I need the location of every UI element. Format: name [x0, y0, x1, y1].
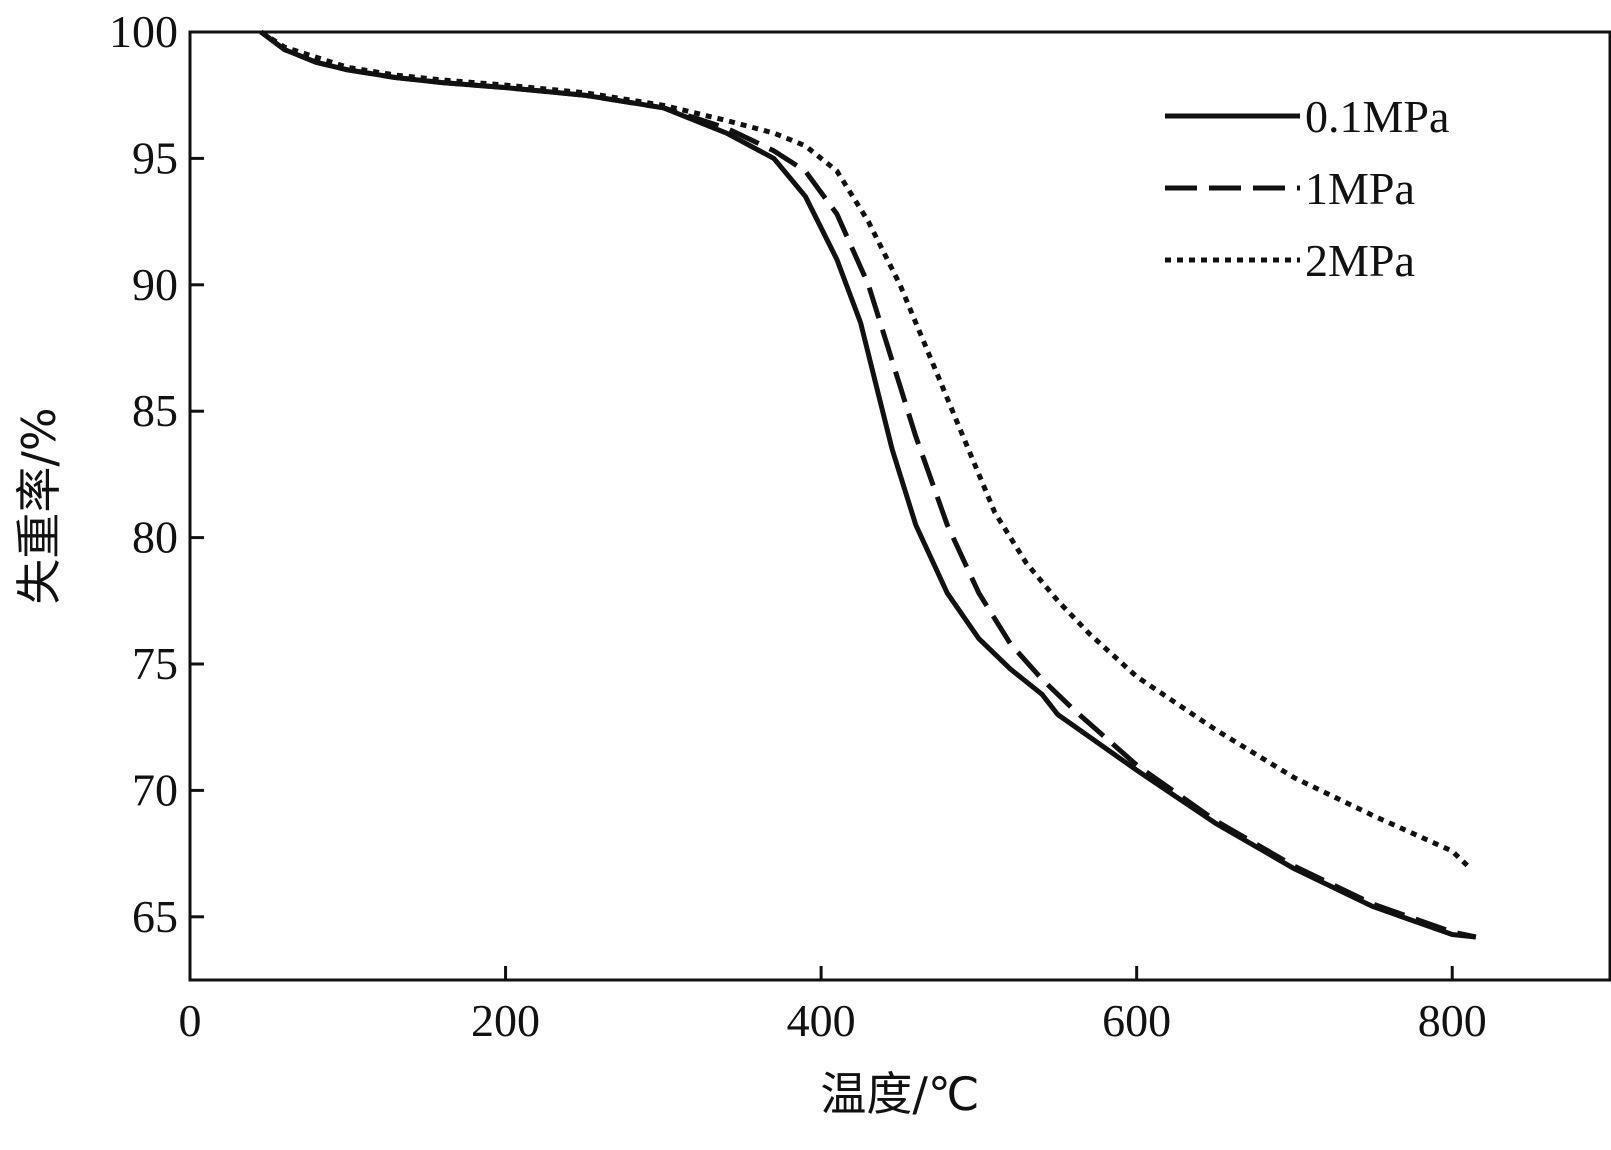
x-tick-label-600: 600 [1102, 995, 1171, 1046]
series-line-1mpa [259, 29, 1477, 940]
series-layer [259, 29, 1477, 940]
y-axis-title: 失重率/% [12, 407, 66, 604]
y-tick-label-75: 75 [132, 638, 178, 689]
y-axis: 65 70 75 80 85 90 95 100 [109, 6, 204, 942]
x-tick-label-400: 400 [787, 995, 856, 1046]
x-tick-label-0: 0 [179, 995, 202, 1046]
y-tick-label-85: 85 [132, 385, 178, 436]
plot-frame [188, 30, 1611, 982]
y-tick-label-70: 70 [132, 764, 178, 815]
x-tick-label-800: 800 [1418, 995, 1487, 1046]
legend-label-2mpa: 2MPa [1305, 235, 1415, 286]
legend: 0.1MPa 1MPa 2MPa [1165, 91, 1449, 286]
y-tick-label-95: 95 [132, 132, 178, 183]
y-tick-label-100: 100 [109, 6, 178, 57]
y-tick-label-90: 90 [132, 259, 178, 310]
y-tick-label-80: 80 [132, 512, 178, 563]
series-line-2mpa [259, 29, 1470, 869]
y-tick-label-65: 65 [132, 891, 178, 942]
legend-label-1mpa: 1MPa [1305, 163, 1415, 214]
legend-label-0-1mpa: 0.1MPa [1305, 91, 1449, 142]
x-axis: 0 200 400 600 800 [179, 966, 1487, 1046]
series-line-0-1mpa [259, 29, 1477, 940]
x-axis-title: 温度/℃ [820, 1067, 979, 1121]
x-tick-label-200: 200 [471, 995, 540, 1046]
